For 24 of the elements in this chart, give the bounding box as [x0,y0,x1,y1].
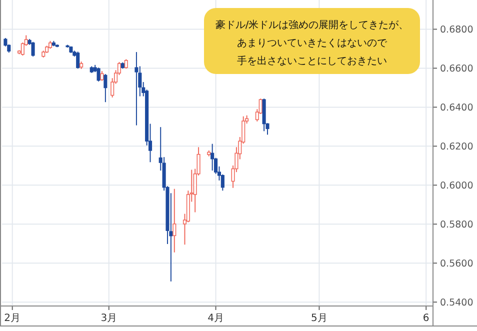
x-tick-label: 4月 [208,313,224,324]
y-tick-label: 0.5800 [440,220,474,231]
x-tick-label: 5月 [311,313,328,324]
y-tick-label: 0.5400 [440,298,474,309]
annotation: 豪ドル/米ドルは強めの展開をしてきたが、 [215,19,409,31]
y-tick-label: 0.6600 [440,64,474,75]
y-tick-label: 0.5600 [440,258,474,270]
y-tick-label: 0.6400 [440,102,474,114]
candlestick [96,67,100,82]
annotation: 手を出さないことにしておきたい [237,55,387,67]
candlestick [134,52,138,126]
x-tick-label: 6 [422,313,430,324]
y-tick-label: 0.6200 [440,142,474,153]
y-tick-label: 0.6800 [440,24,474,36]
candlestick [210,143,214,172]
x-tick-label: 3月 [100,313,118,324]
y-tick-label: 0.6000 [440,180,474,192]
candlestick [31,41,35,58]
candlestick [172,188,176,253]
x-tick-label: 2月 [4,313,21,324]
annotation: あまりついていきたくはないので [237,38,388,49]
candlestick [76,51,80,70]
candlestick [100,70,104,82]
candlestick [104,74,108,103]
